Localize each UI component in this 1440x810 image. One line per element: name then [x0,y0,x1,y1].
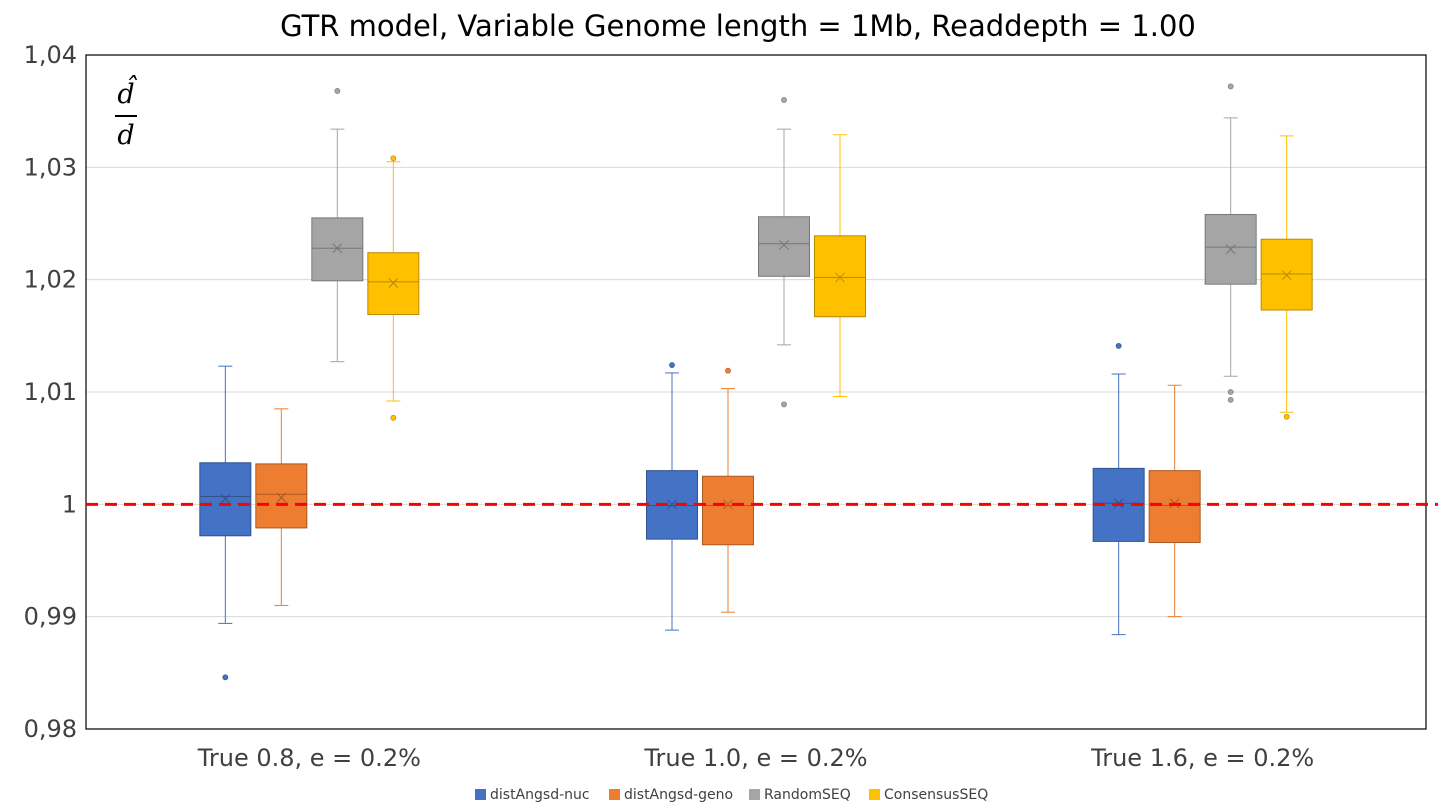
legend-label: RandomSEQ [764,787,851,803]
outlier-point [1227,83,1234,90]
box-RandomSEQ [1204,83,1257,403]
box-RandomSEQ [311,88,364,363]
outlier-point [390,414,397,421]
x-axis: True 0.8, e = 0.2% True 1.0, e = 0.2% True… [197,744,1314,772]
legend-label: ConsensusSEQ [884,787,988,803]
mean-marker [667,499,677,510]
outlier-point [781,401,787,408]
box-iqr [311,217,364,282]
legend: distAngsd-nuc distAngsd-geno RandomSEQ Cons… [475,787,988,803]
box-iqr [255,463,308,529]
box-iqr [758,216,810,277]
box-distAngsd-nuc [646,362,698,631]
y-tick-label: 1,02 [24,266,77,294]
box-iqr [814,235,866,318]
y-tick-label: 1,01 [24,378,77,406]
legend-swatch [869,789,880,800]
y-tick-label: 0,99 [24,603,77,631]
mean-marker [779,239,789,250]
y-tick-label: 1 [62,490,77,518]
y-axis: 0,98 0,99 1 1,01 1,02 1,03 1,04 [24,41,77,743]
outlier-point [390,155,397,162]
legend-swatch [475,789,486,800]
ratio-annotation: d̂ d [115,75,137,151]
y-tick-label: 1,03 [24,153,77,181]
box-series-group [199,83,1313,681]
outlier-point [781,97,787,103]
box-distAngsd-geno [255,408,308,606]
mean-marker [332,243,343,254]
box-distAngsd-geno [1148,384,1201,618]
box-iqr [1148,470,1201,544]
box-RandomSEQ [758,97,810,408]
outlier-point [725,367,731,374]
box-distAngsd-geno [702,367,754,613]
annotation-numerator: d̂ [117,75,137,110]
outlier-point [1283,413,1290,420]
mean-marker [723,499,733,510]
box-distAngsd-nuc [199,365,252,681]
legend-swatch [609,789,620,800]
mean-marker [220,493,231,504]
outlier-point [1227,389,1234,395]
x-category-label: True 1.6, e = 0.2% [1090,744,1314,772]
legend-label: distAngsd-nuc [490,787,590,803]
gridlines [85,54,1427,730]
box-iqr [702,475,754,546]
outlier-point [1115,343,1122,349]
outlier-point [222,674,229,681]
mean-marker [835,272,845,283]
mean-marker [1281,270,1292,281]
box-distAngsd-nuc [1092,343,1145,636]
y-tick-label: 0,98 [24,715,77,743]
chart-title: GTR model, Variable Genome length = 1Mb,… [280,9,1196,43]
legend-label: distAngsd-geno [624,787,733,803]
x-category-label: True 1.0, e = 0.2% [643,744,867,772]
mean-marker [388,278,399,288]
legend-swatch [749,789,760,800]
box-ConsensusSEQ [1260,135,1313,420]
outlier-point [669,362,675,368]
annotation-denominator: d [117,120,134,151]
outlier-point [334,88,341,94]
mean-marker [1225,244,1236,255]
plot-border [85,54,1427,730]
outlier-point [1227,396,1234,403]
x-category-label: True 0.8, e = 0.2% [197,744,421,772]
mean-marker [276,492,287,503]
box-ConsensusSEQ [367,155,420,421]
y-tick-label: 1,04 [24,41,77,69]
box-ConsensusSEQ [814,134,866,397]
